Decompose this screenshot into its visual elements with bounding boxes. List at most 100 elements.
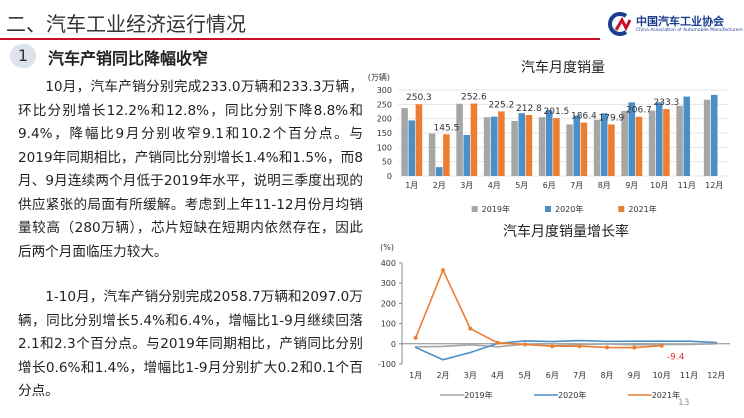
y-tick-label: 300 xyxy=(377,86,392,95)
point xyxy=(659,343,664,348)
bar xyxy=(490,116,498,176)
bar xyxy=(655,102,663,176)
point xyxy=(469,344,472,346)
bar xyxy=(511,120,518,176)
bar xyxy=(518,113,526,176)
y-axis-label: (万辆) xyxy=(368,72,390,82)
x-tick-label: 1月 xyxy=(405,181,418,190)
header-title: 二、汽车工业经济运行情况 xyxy=(6,12,246,36)
chart-title: 汽车月度销量增长率 xyxy=(503,223,629,240)
bar xyxy=(593,119,601,176)
line xyxy=(414,268,662,349)
point xyxy=(441,268,445,273)
x-tick-label: 10月 xyxy=(653,371,671,380)
y-tick-label: 0 xyxy=(391,340,396,349)
x-tick-label: 7月 xyxy=(573,371,586,380)
line xyxy=(415,343,717,348)
data-label: 250.3 xyxy=(406,93,432,103)
logo-en: China Association of Automobile Manufact… xyxy=(636,28,743,33)
y-tick-label: 250 xyxy=(377,100,392,109)
section-number: 1 xyxy=(10,44,36,68)
bar xyxy=(428,133,436,176)
bar xyxy=(415,104,423,176)
x-tick-label: 6月 xyxy=(543,181,556,190)
legend-label: 2021年 xyxy=(652,390,680,400)
bar xyxy=(456,103,463,176)
bar xyxy=(621,110,628,176)
bar xyxy=(538,117,546,176)
point xyxy=(524,340,526,342)
point xyxy=(715,341,718,344)
bar xyxy=(648,110,656,176)
point xyxy=(715,343,718,345)
x-tick-label: 12月 xyxy=(707,371,725,380)
x-tick-label: 7月 xyxy=(570,181,583,190)
section-title: 汽车产销同比降幅收窄 xyxy=(48,49,209,68)
bar xyxy=(498,111,505,176)
bar xyxy=(703,99,711,176)
logo-text: 中国汽车工业协会 xyxy=(636,15,724,28)
x-tick-label: 12月 xyxy=(705,181,723,190)
legend-swatch xyxy=(471,206,478,212)
x-tick-label: 5月 xyxy=(515,181,528,190)
point xyxy=(496,346,499,348)
legend-label: 2020年 xyxy=(555,204,583,214)
y-tick-label: 0 xyxy=(387,172,392,181)
legend-label: 2020年 xyxy=(558,390,586,400)
bar xyxy=(525,114,533,176)
data-label: 233.3 xyxy=(654,98,680,108)
page-number: 13 xyxy=(678,398,690,408)
x-tick-label: 5月 xyxy=(518,371,531,380)
data-label: 145.5 xyxy=(434,123,460,133)
x-tick-label: 8月 xyxy=(598,181,611,190)
bar xyxy=(435,167,443,176)
point xyxy=(606,340,608,343)
bar xyxy=(683,96,691,176)
bar xyxy=(553,118,560,176)
x-tick-label: 9月 xyxy=(625,181,638,190)
x-tick-label: 3月 xyxy=(464,371,477,380)
y-tick-label: -100 xyxy=(378,360,396,369)
legend-label: 2019年 xyxy=(482,204,510,214)
bar xyxy=(628,102,636,176)
point xyxy=(551,340,554,343)
point xyxy=(442,358,444,361)
bar xyxy=(573,115,581,176)
x-tick-label: 11月 xyxy=(678,181,696,190)
bar xyxy=(566,124,573,176)
bar xyxy=(608,124,615,176)
chart-title: 汽车月度销量 xyxy=(521,59,605,76)
x-tick-label: 4月 xyxy=(488,181,501,190)
x-tick-label: 6月 xyxy=(546,371,559,380)
x-tick-label: 10月 xyxy=(650,181,668,190)
x-tick-label: 1月 xyxy=(409,371,422,380)
data-label: -9.4 xyxy=(667,353,685,363)
point xyxy=(413,335,418,340)
point xyxy=(442,345,444,348)
bar xyxy=(470,103,478,176)
bar xyxy=(600,113,608,176)
paragraph: 1-10月，汽车产销分别完成2058.7万辆和2097.0万辆，同比分别增长5.… xyxy=(18,289,363,399)
point xyxy=(495,340,500,345)
line xyxy=(415,339,717,361)
point xyxy=(688,340,690,342)
legend-label: 2021年 xyxy=(628,204,656,214)
data-label: 212.8 xyxy=(516,104,542,114)
bar xyxy=(676,105,683,176)
y-tick-label: 400 xyxy=(381,259,396,268)
point xyxy=(632,345,637,350)
paragraph: 10月，汽车产销分别完成233.0万辆和233.3万辆，环比分别增长12.2%和… xyxy=(18,79,363,260)
bar xyxy=(408,120,416,176)
data-label: 206.7 xyxy=(626,106,652,116)
y-tick-label: 200 xyxy=(377,115,392,124)
point xyxy=(606,343,608,345)
legend-label: 2019年 xyxy=(464,390,492,400)
x-tick-label: 2月 xyxy=(436,371,449,380)
point xyxy=(468,326,473,331)
y-axis-label: (%) xyxy=(380,243,394,252)
legend-swatch xyxy=(618,206,625,212)
bar xyxy=(401,108,408,176)
x-tick-label: 11月 xyxy=(680,371,698,380)
point xyxy=(578,339,581,342)
